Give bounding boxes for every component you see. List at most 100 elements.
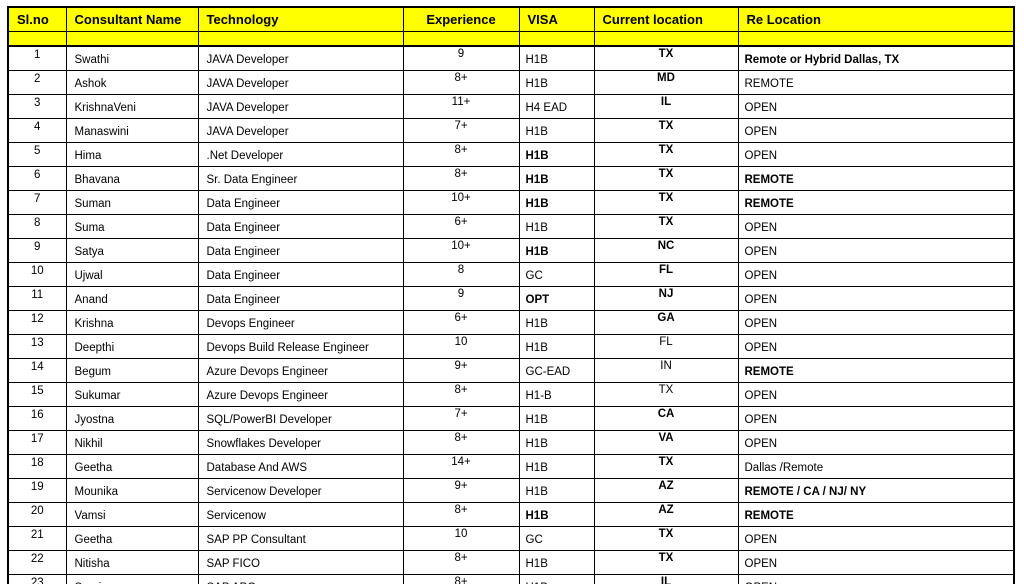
cell-technology: SQL/PowerBI Developer [197,406,404,431]
cell-slno: 17 [7,430,67,455]
cell-visa: H1B [518,430,595,455]
cell-technology: JAVA Developer [197,94,404,119]
cell-current-location: TX [593,454,739,479]
table-row: 1 Swathi JAVA Developer 9 H1B TX Remote or Hyb… [7,45,1015,71]
cell-slno: 12 [7,310,67,335]
cell-current-location: VA [593,430,739,455]
cell-experience: 8+ [402,550,520,575]
cell-slno: 14 [7,358,67,383]
blank-header-cell [518,31,595,47]
column-header-consultant-name: Consultant Name [65,6,199,32]
cell-experience: 14+ [402,454,520,479]
cell-re-location: OPEN [737,238,1015,263]
cell-re-location: OPEN [737,118,1015,143]
cell-re-location: OPEN [737,286,1015,311]
cell-visa: H1B [518,70,595,95]
cell-consultant-name: Jyostna [65,406,199,431]
table-row: 8 Suma Data Engineer 6+ H1B TX OPEN [7,214,1015,239]
cell-experience: 7+ [402,406,520,431]
cell-slno: 13 [7,334,67,359]
blank-header-cell [593,31,739,47]
cell-consultant-name: Suraj [65,574,199,584]
header-row: Sl.no Consultant Name Technology Experience… [7,6,1015,32]
cell-consultant-name: Satya [65,238,199,263]
cell-experience: 9+ [402,478,520,503]
cell-current-location: TX [593,214,739,239]
cell-slno: 20 [7,502,67,527]
cell-consultant-name: Swathi [65,45,199,71]
cell-re-location: OPEN [737,550,1015,575]
cell-current-location: FL [593,262,739,287]
cell-visa: H1B [518,142,595,167]
cell-visa: H1B [518,118,595,143]
table-row: 13 Deepthi Devops Build Release Engineer 10… [7,334,1015,359]
table-row: 15 Sukumar Azure Devops Engineer 8+ H1-B TX OP… [7,382,1015,407]
cell-consultant-name: Sukumar [65,382,199,407]
cell-re-location: REMOTE [737,190,1015,215]
table-row: 19 Mounika Servicenow Developer 9+ H1B AZ REMO… [7,478,1015,503]
table-row: 20 Vamsi Servicenow 8+ H1B AZ REMOTE [7,502,1015,527]
cell-technology: Data Engineer [197,238,404,263]
cell-technology: Azure Devops Engineer [197,358,404,383]
cell-re-location: Dallas /Remote [737,454,1015,479]
cell-consultant-name: Suma [65,214,199,239]
cell-slno: 7 [7,190,67,215]
cell-consultant-name: Nitisha [65,550,199,575]
cell-consultant-name: Deepthi [65,334,199,359]
cell-slno: 9 [7,238,67,263]
cell-re-location: REMOTE [737,358,1015,383]
cell-technology: Data Engineer [197,214,404,239]
cell-consultant-name: Geetha [65,526,199,551]
cell-current-location: AZ [593,502,739,527]
cell-current-location: MD [593,70,739,95]
cell-re-location: OPEN [737,142,1015,167]
cell-technology: JAVA Developer [197,118,404,143]
cell-visa: H1B [518,574,595,584]
cell-experience: 8+ [402,382,520,407]
table-row: 6 Bhavana Sr. Data Engineer 8+ H1B TX REMOTE [7,166,1015,191]
cell-experience: 9+ [402,358,520,383]
cell-experience: 10 [402,334,520,359]
cell-current-location: TX [593,142,739,167]
table-row: 10 Ujwal Data Engineer 8 GC FL OPEN [7,262,1015,287]
table-row: 11 Anand Data Engineer 9 OPT NJ OPEN [7,286,1015,311]
cell-technology: Devops Build Release Engineer [197,334,404,359]
cell-slno: 11 [7,286,67,311]
table-row: 5 Hima .Net Developer 8+ H1B TX OPEN [7,142,1015,167]
cell-current-location: GA [593,310,739,335]
cell-technology: Servicenow Developer [197,478,404,503]
cell-current-location: IL [593,574,739,584]
cell-current-location: IN [593,358,739,383]
table-row: 21 Geetha SAP PP Consultant 10 GC TX OPEN [7,526,1015,551]
cell-slno: 6 [7,166,67,191]
cell-visa: H1B [518,45,595,71]
cell-visa: GC-EAD [518,358,595,383]
cell-visa: OPT [518,286,595,311]
consultants-table: Sl.no Consultant Name Technology Experience… [7,6,1015,584]
table-row: 23SurajSAP APO8+H1BILOPEN [7,574,1015,584]
cell-technology: SAP FICO [197,550,404,575]
cell-consultant-name: Suman [65,190,199,215]
cell-experience: 7+ [402,118,520,143]
cell-slno: 2 [7,70,67,95]
cell-re-location: Remote or Hybrid Dallas, TX [737,45,1015,71]
cell-technology: Devops Engineer [197,310,404,335]
cell-visa: H1B [518,190,595,215]
cell-current-location: FL [593,334,739,359]
cell-consultant-name: Begum [65,358,199,383]
cell-slno: 10 [7,262,67,287]
cell-slno: 18 [7,454,67,479]
cell-experience: 10+ [402,190,520,215]
cell-slno: 8 [7,214,67,239]
cell-experience: 8+ [402,502,520,527]
cell-technology: Database And AWS [197,454,404,479]
cell-experience: 9 [402,45,520,71]
cell-experience: 11+ [402,94,520,119]
table-row: 9 Satya Data Engineer 10+ H1B NC OPEN [7,238,1015,263]
cell-slno: 16 [7,406,67,431]
cell-current-location: TX [593,45,739,71]
cell-experience: 8+ [402,430,520,455]
cell-re-location: REMOTE [737,502,1015,527]
cell-current-location: TX [593,526,739,551]
